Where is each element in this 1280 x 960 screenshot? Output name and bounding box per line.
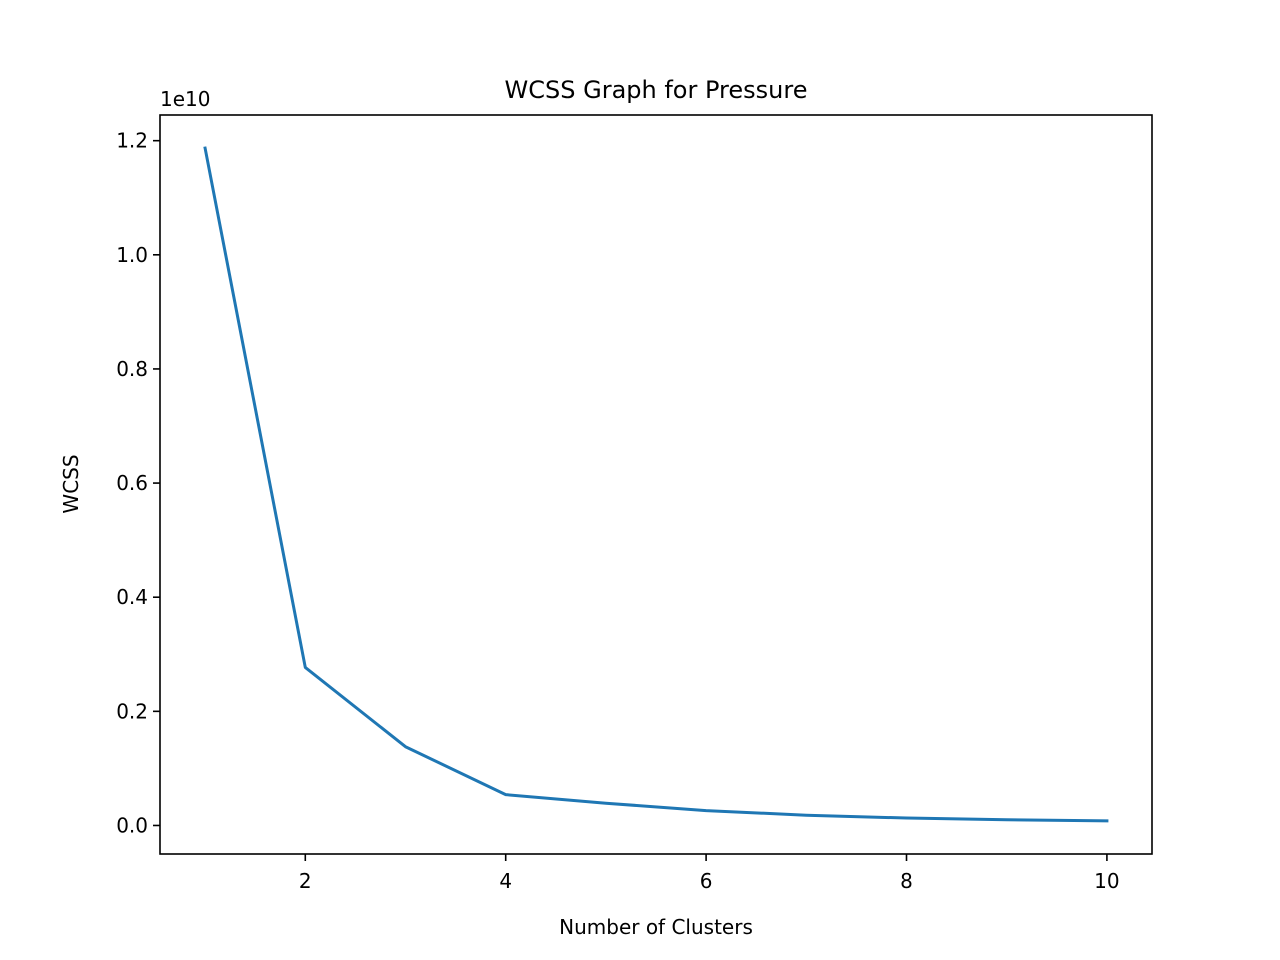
y-tick-label: 0.6 (116, 471, 148, 495)
x-tick-label: 10 (1094, 869, 1119, 893)
x-tick-label: 2 (299, 869, 312, 893)
y-tick-label: 0.2 (116, 699, 148, 723)
y-tick-label: 1.0 (116, 243, 148, 267)
x-tick-label: 6 (700, 869, 713, 893)
y-tick-label: 0.8 (116, 357, 148, 381)
x-tick-label: 4 (499, 869, 512, 893)
plot-area: 2 4 6 8 10 0.0 0.2 0.4 0.6 0.8 1.0 1.2 (116, 114, 1153, 893)
series-line-0 (203, 146, 1109, 823)
chart-title: WCSS Graph for Pressure (505, 76, 808, 104)
x-tick-label: 8 (900, 869, 913, 893)
y-tick-label: 0.4 (116, 585, 148, 609)
axes-frame (159, 114, 1153, 855)
y-tick-label: 0.0 (116, 813, 148, 837)
y-tick-label: 1.2 (116, 129, 148, 153)
x-axis-label: Number of Clusters (559, 915, 753, 939)
y-axis-offset-label: 1e10 (160, 87, 210, 111)
y-axis-label: WCSS (59, 454, 83, 513)
